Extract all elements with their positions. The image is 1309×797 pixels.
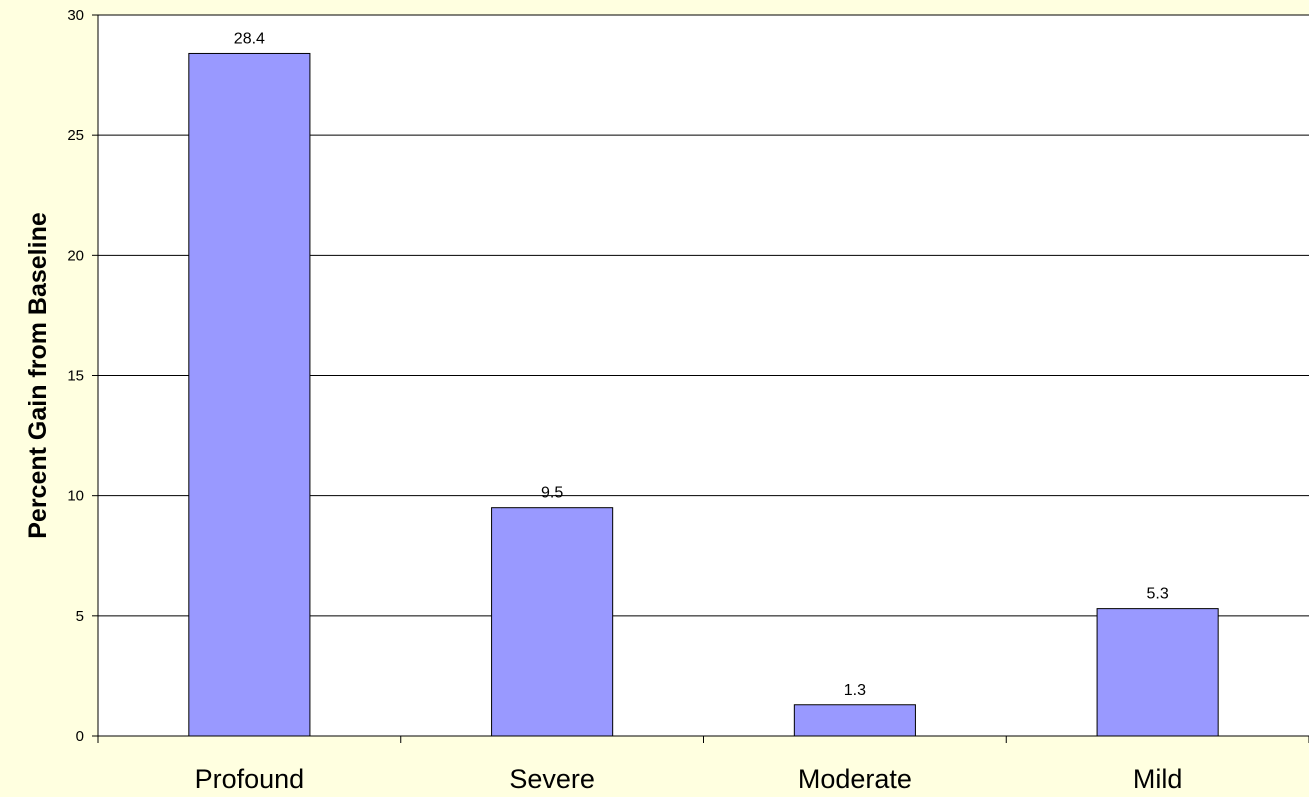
- y-tick-labels: 0 5 10 15 20 25 30: [67, 7, 84, 745]
- x-tick-label-moderate: Moderate: [798, 764, 912, 794]
- data-labels: 28.4 9.5 1.3 5.3: [234, 30, 1169, 698]
- x-tick-label-severe: Severe: [509, 764, 595, 794]
- axes: [92, 14, 1309, 743]
- bar-severe: [491, 507, 614, 737]
- data-label-mild: 5.3: [1147, 586, 1169, 603]
- y-tick-label: 10: [67, 488, 84, 505]
- y-tick-label: 25: [67, 127, 84, 144]
- y-tick-label: 20: [67, 247, 84, 264]
- x-tick-label-mild: Mild: [1133, 764, 1183, 794]
- data-label-moderate: 1.3: [844, 682, 866, 699]
- bar-mild: [1096, 608, 1219, 737]
- data-label-severe: 9.5: [541, 485, 563, 502]
- x-tick-label-profound: Profound: [195, 764, 305, 794]
- y-axis-title: Percent Gain from Baseline: [24, 212, 52, 539]
- y-tick-label: 30: [67, 7, 84, 24]
- x-tick-labels: Profound Severe Moderate Mild: [195, 764, 1183, 794]
- y-tick-label: 0: [76, 728, 84, 745]
- bar-profound: [188, 52, 311, 737]
- y-tick-label: 15: [67, 368, 84, 385]
- bar-moderate: [793, 704, 916, 737]
- data-label-profound: 28.4: [234, 30, 265, 47]
- y-tick-label: 5: [76, 608, 84, 625]
- bars: [188, 52, 1219, 737]
